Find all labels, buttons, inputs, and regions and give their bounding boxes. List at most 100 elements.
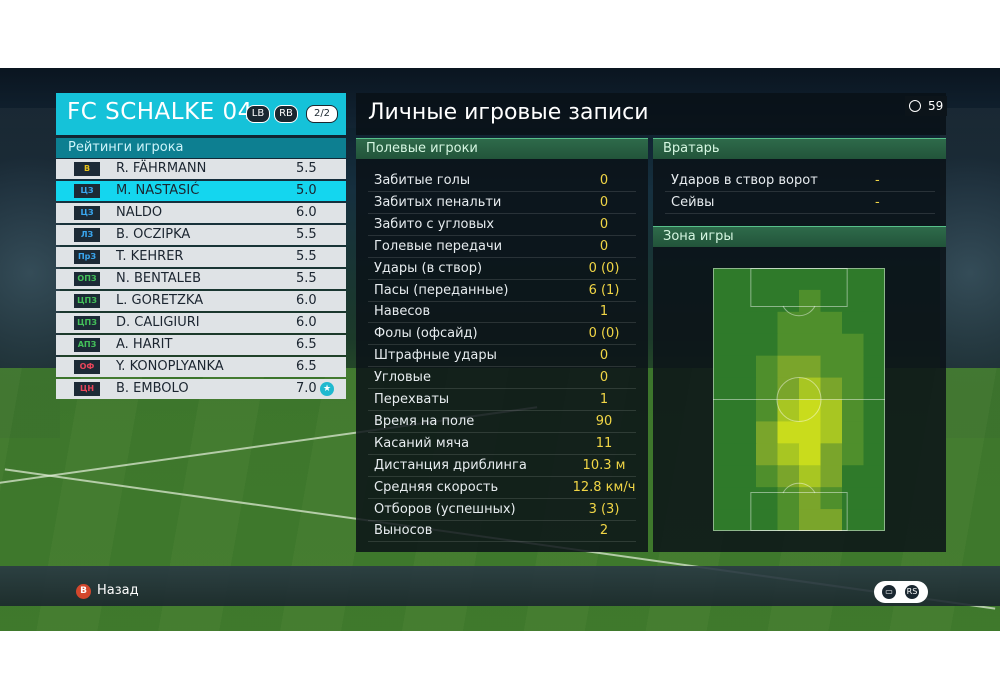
heatmap-cell — [863, 487, 885, 510]
roster-row[interactable]: ПрЗ T. KEHRER 5.5 — [56, 247, 346, 267]
heatmap-cell — [756, 509, 778, 531]
field-players-title: Полевые игроки — [366, 141, 478, 156]
heatmap-cell — [777, 268, 800, 291]
stat-label: Время на поле — [374, 413, 475, 429]
stat-row: Пасы (переданные) 6 (1) — [368, 280, 636, 302]
heatmap-cell — [820, 465, 843, 488]
lb-button-badge[interactable]: LB — [246, 105, 270, 123]
stat-value: 11 — [595, 435, 613, 451]
roster-title: Рейтинги игрока — [68, 140, 184, 155]
heatmap-cell — [713, 333, 735, 357]
back-label: Назад — [97, 583, 139, 598]
heatmap-cell — [799, 509, 821, 531]
field-players-header: Полевые игроки — [356, 138, 648, 159]
roster-row[interactable]: ЦЗ M. NASTASIĆ 5.0 — [56, 181, 346, 201]
position-badge: АПЗ — [74, 338, 100, 352]
field-players-panel — [356, 138, 648, 552]
heatmap-cell — [820, 268, 843, 291]
heatmap-cell — [799, 333, 821, 357]
gk-stat-label: Ударов в створ ворот — [671, 173, 818, 188]
match-timer: 59 — [905, 96, 947, 116]
stat-value: 3 (3) — [588, 501, 620, 517]
heatmap-cell — [777, 377, 800, 400]
player-rating: 7.0 — [296, 381, 317, 396]
heatmap-cell — [820, 355, 843, 379]
roster-row[interactable]: ЛЗ B. OCZIPKA 5.5 — [56, 225, 346, 245]
heatmap-cell — [799, 289, 821, 313]
chat-icon[interactable]: ▭ — [882, 585, 896, 599]
stat-value: 1 — [599, 392, 609, 407]
stat-value: 12.8 км/ч — [572, 479, 636, 495]
roster-row[interactable]: ЦН B. EMBOLO 7.0 ★ — [56, 379, 346, 399]
stat-row: Фолы (офсайд) 0 (0) — [368, 323, 636, 346]
heatmap-cell — [820, 443, 843, 466]
player-name: D. CALIGIURI — [116, 315, 200, 330]
heatmap-cell — [799, 465, 821, 488]
roster-row[interactable]: АПЗ A. HARIT 6.5 — [56, 335, 346, 355]
player-rating: 5.5 — [296, 227, 317, 242]
heatmap-cell — [734, 421, 757, 444]
heatmap-cell — [777, 509, 800, 531]
player-rating: 5.5 — [296, 161, 317, 176]
heatmap-cell — [756, 465, 778, 488]
zone-title: Зона игры — [663, 229, 734, 244]
main-title-bar: Личные игровые записи — [356, 93, 946, 135]
roster-row[interactable]: В R. FÄHRMANN 5.5 — [56, 159, 346, 179]
star-icon: ★ — [320, 382, 334, 396]
player-name: L. GORETZKA — [116, 293, 204, 308]
gk-stat-row: Ударов в створ ворот - — [665, 170, 935, 192]
player-name: M. NASTASIĆ — [116, 183, 200, 198]
heatmap-cell — [734, 268, 757, 291]
roster-row[interactable]: ЦПЗ D. CALIGIURI 6.0 — [56, 313, 346, 333]
heatmap-cell — [842, 355, 864, 379]
stat-row: Время на поле 90 — [368, 411, 636, 433]
goalkeeper-title: Вратарь — [663, 141, 720, 156]
position-badge: В — [74, 162, 100, 176]
stat-row: Забитые голы 0 — [368, 170, 636, 192]
player-name: A. HARIT — [116, 337, 173, 352]
heatmap-cell — [713, 268, 735, 291]
position-badge: ЦЗ — [74, 206, 100, 220]
timer-value: 59 — [928, 99, 944, 113]
heatmap-cell — [799, 443, 821, 466]
player-rating: 6.0 — [296, 315, 317, 330]
heatmap-cell — [756, 421, 778, 444]
rs-button-icon[interactable]: RS — [905, 585, 919, 599]
heatmap-cell — [863, 509, 885, 531]
stat-label: Пасы (переданные) — [374, 282, 509, 298]
heatmap-cell — [734, 355, 757, 379]
player-rating: 5.5 — [296, 271, 317, 286]
stat-label: Удары (в створ) — [374, 260, 483, 276]
heatmap-cell — [713, 377, 735, 400]
play-zone-heatmap — [713, 268, 885, 531]
clock-icon — [909, 100, 921, 112]
roster-row[interactable]: ЦПЗ L. GORETZKA 6.0 — [56, 291, 346, 311]
team-name: FC SCHALKE 04 — [67, 99, 253, 125]
roster-header: Рейтинги игрока — [56, 138, 346, 158]
rb-button-badge[interactable]: RB — [274, 105, 298, 123]
controller-hints[interactable]: ▭ RS — [874, 581, 928, 603]
heatmap-cell — [777, 289, 800, 313]
roster-row[interactable]: ОПЗ N. BENTALEB 5.5 — [56, 269, 346, 289]
roster-row[interactable]: ЦЗ NALDO 6.0 — [56, 203, 346, 223]
stat-row: Дистанция дриблинга 10.3 м — [368, 455, 636, 477]
roster-row[interactable]: ОФ Y. KONOPLYANKA 6.5 — [56, 357, 346, 377]
gk-stat-label: Сейвы — [671, 195, 715, 210]
heatmap-cell — [820, 399, 843, 422]
player-name: NALDO — [116, 205, 163, 220]
stat-label: Отборов (успешных) — [374, 501, 516, 517]
gk-stat-row: Сейвы - — [665, 192, 935, 214]
stat-row: Забито с угловых 0 — [368, 214, 636, 236]
heatmap-cell — [863, 333, 885, 357]
bottom-penalty-box — [750, 492, 848, 531]
heatmap-cell — [863, 377, 885, 400]
heatmap-cell — [713, 443, 735, 466]
heatmap-cell — [820, 289, 843, 313]
ad-boards — [0, 566, 1000, 606]
heatmap-cell — [734, 311, 757, 335]
heatmap-cell — [756, 289, 778, 313]
stat-value: 0 — [599, 194, 609, 210]
heatmap-cell — [842, 443, 864, 466]
player-rating: 6.0 — [296, 205, 317, 220]
heatmap-cell — [863, 465, 885, 488]
